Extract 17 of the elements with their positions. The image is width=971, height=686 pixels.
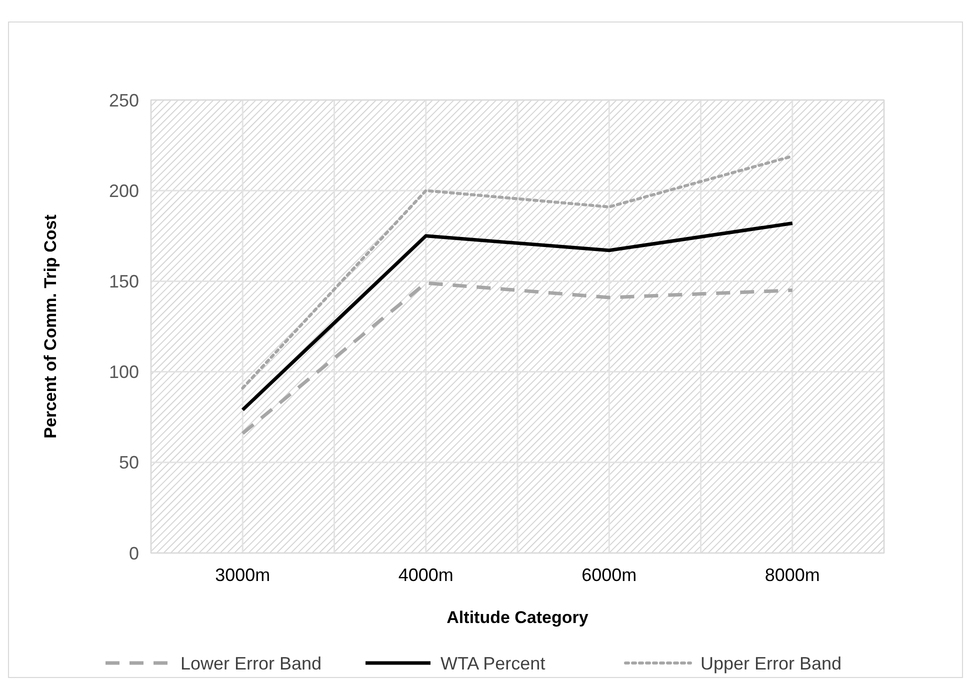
legend-label: Lower Error Band bbox=[180, 653, 322, 674]
line-series bbox=[240, 221, 794, 412]
x-tick-label: 8000m bbox=[764, 565, 820, 585]
line-series bbox=[240, 281, 794, 436]
legend-label: Upper Error Band bbox=[700, 653, 842, 674]
legend-label: WTA Percent bbox=[440, 653, 546, 674]
y-tick-label: 100 bbox=[108, 362, 139, 382]
x-axis-title: Altitude Category bbox=[446, 608, 589, 627]
x-tick-label: 3000m bbox=[215, 565, 270, 585]
y-tick-label: 250 bbox=[108, 90, 139, 110]
y-axis-title: Percent of Comm. Trip Cost bbox=[41, 214, 60, 438]
y-tick-label: 0 bbox=[128, 543, 139, 564]
x-tick-label: 4000m bbox=[398, 565, 454, 585]
y-tick-label: 50 bbox=[118, 452, 139, 473]
y-tick-label: 200 bbox=[108, 180, 139, 201]
x-tick-label: 6000m bbox=[582, 565, 637, 585]
y-tick-label: 150 bbox=[108, 272, 139, 292]
